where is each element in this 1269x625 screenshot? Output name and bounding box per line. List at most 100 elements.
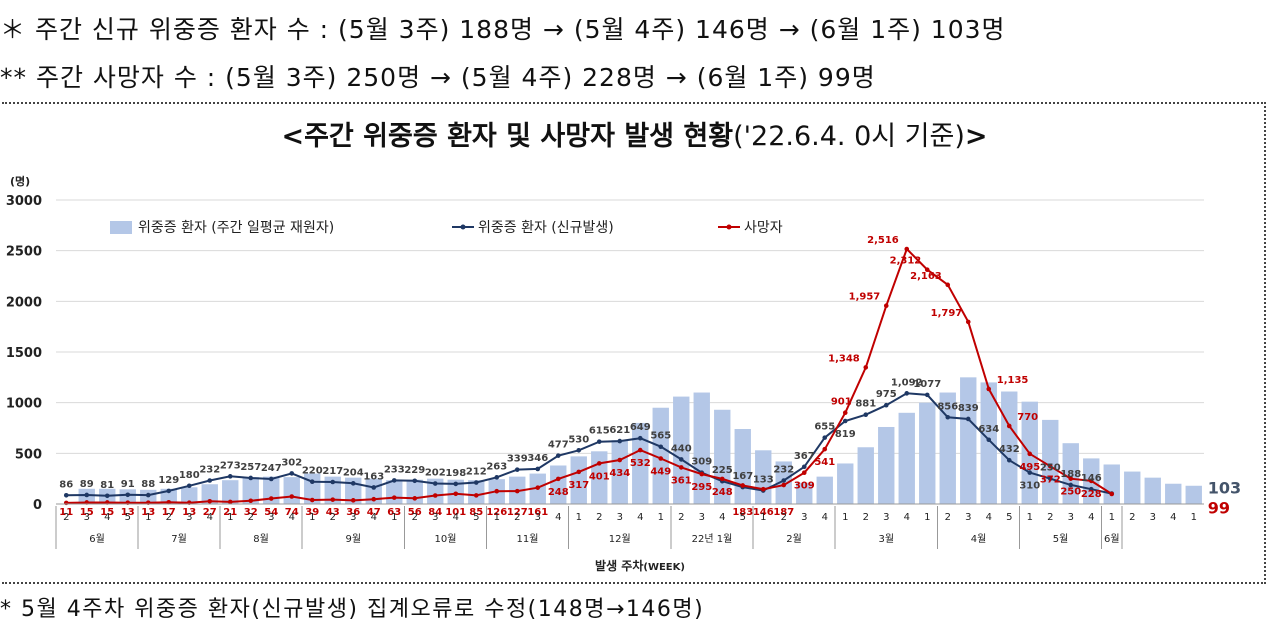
month-label: 7월 xyxy=(171,533,187,545)
death-point xyxy=(412,496,418,501)
week-tick-label: 4 xyxy=(371,512,377,523)
bar xyxy=(242,477,259,504)
critical-point xyxy=(576,447,582,453)
bar xyxy=(878,426,895,504)
critical-value-label: 202 xyxy=(425,468,446,479)
bar xyxy=(468,480,485,504)
death-value-label: 183 xyxy=(732,507,753,518)
week-tick-label: 2 xyxy=(514,512,520,523)
critical-value-label: 257 xyxy=(240,462,261,473)
critical-line xyxy=(66,392,1113,497)
death-value-label: 56 xyxy=(408,507,422,518)
y-tick-label: 1000 xyxy=(6,397,42,412)
death-value-label: 2,516 xyxy=(867,235,899,246)
critical-value-label: 180 xyxy=(179,470,200,481)
chart-title-end: > xyxy=(964,121,988,152)
bar xyxy=(919,402,936,504)
death-value-label: 361 xyxy=(671,475,692,486)
week-tick-label: 2 xyxy=(63,512,69,523)
death-point xyxy=(904,246,910,252)
bar xyxy=(1042,419,1059,504)
bar xyxy=(1165,483,1182,504)
death-value-label: 17 xyxy=(162,507,176,518)
week-tick-label: 1 xyxy=(576,512,582,523)
critical-point xyxy=(309,479,315,485)
death-value-label: 47 xyxy=(367,507,381,518)
critical-value-label: 346 xyxy=(527,453,548,464)
critical-value-label: 263 xyxy=(486,461,507,472)
critical-point xyxy=(617,438,623,444)
week-tick-label: 3 xyxy=(84,512,90,523)
death-point xyxy=(289,494,295,499)
week-tick-label: 1 xyxy=(658,512,664,523)
critical-value-label: 229 xyxy=(404,465,425,476)
death-value-label: 250 xyxy=(1060,487,1081,498)
bar xyxy=(386,480,403,504)
death-point xyxy=(514,488,520,494)
week-tick-label: 2 xyxy=(781,512,787,523)
death-value-label: 449 xyxy=(650,467,671,478)
month-label: 9월 xyxy=(345,533,361,545)
critical-point xyxy=(555,453,561,458)
death-value-label: 27 xyxy=(203,507,217,518)
week-tick-label: 5 xyxy=(473,512,479,523)
death-value-label: 127 xyxy=(507,507,528,518)
death-value-label: 1,957 xyxy=(849,292,881,303)
critical-point xyxy=(1006,457,1012,463)
critical-value-label: 1077 xyxy=(913,379,941,390)
chart-title-date: ('22.6.4. 0시 기준) xyxy=(733,121,965,152)
critical-point xyxy=(104,493,110,499)
bar xyxy=(570,456,587,504)
death-value-label: 15 xyxy=(100,507,114,518)
week-tick-label: 3 xyxy=(1150,512,1156,523)
critical-point xyxy=(904,391,910,396)
critical-value-label: 975 xyxy=(876,389,897,400)
critical-end-label: 103 xyxy=(1208,479,1241,498)
critical-value-label: 129 xyxy=(158,475,179,486)
death-value-label: 434 xyxy=(609,468,630,479)
week-tick-label: 3 xyxy=(268,512,274,523)
critical-point xyxy=(514,467,520,472)
death-value-label: 187 xyxy=(773,507,794,518)
critical-point xyxy=(965,416,971,422)
bar xyxy=(1185,485,1202,504)
critical-point xyxy=(125,492,131,498)
critical-value-label: 310 xyxy=(1019,481,1040,492)
death-line xyxy=(66,247,1113,504)
critical-point xyxy=(432,481,438,486)
bar xyxy=(632,422,649,504)
death-value-label: 309 xyxy=(794,481,815,492)
death-point xyxy=(760,486,766,492)
death-point xyxy=(248,498,254,504)
death-value-label: 532 xyxy=(630,458,651,469)
critical-point xyxy=(371,485,377,490)
critical-value-label: 615 xyxy=(589,426,610,437)
bar xyxy=(837,463,854,504)
week-tick-label: 4 xyxy=(637,512,643,523)
death-point xyxy=(1006,423,1012,429)
death-value-label: 248 xyxy=(712,487,733,498)
death-point xyxy=(207,498,213,504)
critical-point xyxy=(145,492,151,498)
bar xyxy=(283,477,300,504)
critical-value-label: 167 xyxy=(732,471,753,482)
death-value-label: 161 xyxy=(527,507,548,518)
critical-point xyxy=(248,475,254,481)
critical-point xyxy=(945,414,951,420)
legend-death-label: 사망자 xyxy=(744,220,783,236)
y-tick-label: 0 xyxy=(33,498,42,513)
bar xyxy=(181,487,198,504)
week-tick-label: 1 xyxy=(842,512,848,523)
death-point xyxy=(719,476,725,482)
week-tick-label: 3 xyxy=(965,512,971,523)
critical-point xyxy=(453,481,459,487)
legend-death-marker xyxy=(726,224,732,230)
bar xyxy=(673,396,690,504)
critical-value-label: 530 xyxy=(568,434,589,445)
week-tick-label: 3 xyxy=(535,512,541,523)
death-point xyxy=(842,410,848,415)
death-value-label: 1,135 xyxy=(997,375,1029,386)
critical-value-label: 88 xyxy=(141,479,155,490)
death-point xyxy=(453,491,459,497)
